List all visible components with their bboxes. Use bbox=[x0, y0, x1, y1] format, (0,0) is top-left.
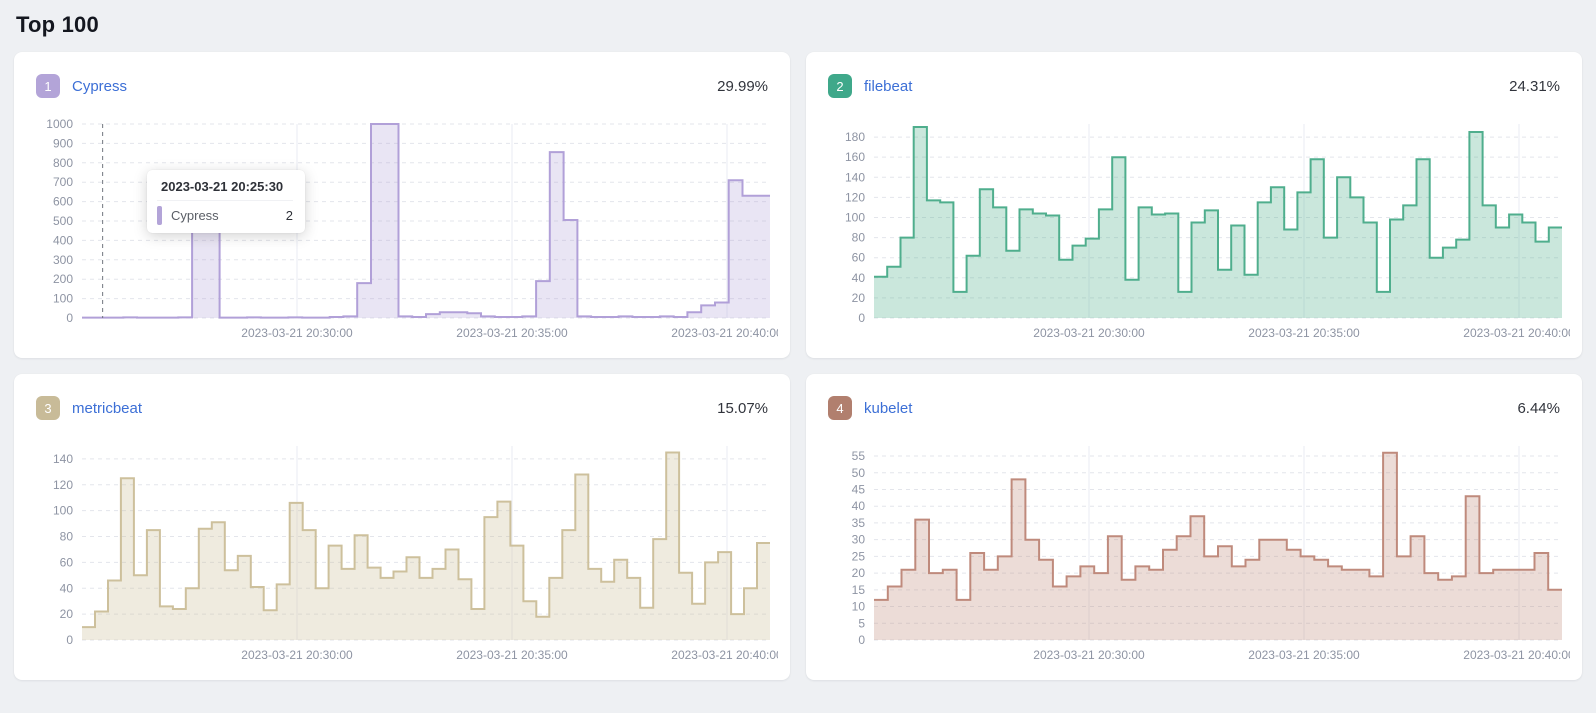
percent-value: 6.44% bbox=[1517, 399, 1560, 417]
svg-text:2023-03-21 20:40:00: 2023-03-21 20:40:00 bbox=[1463, 648, 1570, 662]
tooltip-series-value: 2 bbox=[285, 208, 293, 223]
percent-value: 15.07% bbox=[717, 399, 768, 417]
svg-text:5: 5 bbox=[858, 616, 865, 630]
svg-text:800: 800 bbox=[53, 156, 73, 170]
svg-text:20: 20 bbox=[60, 607, 74, 621]
svg-text:10: 10 bbox=[852, 600, 866, 614]
percent-value: 29.99% bbox=[717, 77, 768, 95]
card-header: 3 metricbeat 15.07% bbox=[26, 386, 778, 420]
svg-text:140: 140 bbox=[845, 170, 865, 184]
chart-tooltip: 2023-03-21 20:25:30 Cypress 2 bbox=[147, 170, 305, 233]
svg-text:60: 60 bbox=[60, 555, 74, 569]
rank-badge: 3 bbox=[36, 396, 60, 420]
svg-text:30: 30 bbox=[852, 533, 866, 547]
series-link-filebeat[interactable]: filebeat bbox=[864, 77, 913, 95]
svg-text:2023-03-21 20:35:00: 2023-03-21 20:35:00 bbox=[456, 326, 568, 340]
svg-text:2023-03-21 20:40:00: 2023-03-21 20:40:00 bbox=[671, 648, 778, 662]
rank-badge: 2 bbox=[828, 74, 852, 98]
svg-text:15: 15 bbox=[852, 583, 866, 597]
series-link-kubelet[interactable]: kubelet bbox=[864, 399, 913, 417]
step-area-chart-filebeat[interactable]: 0 20 40 60 80 100 120 140 160 180 2023-03-21 20:30… bbox=[818, 114, 1570, 346]
svg-text:50: 50 bbox=[852, 466, 866, 480]
svg-text:2023-03-21 20:35:00: 2023-03-21 20:35:00 bbox=[1248, 648, 1360, 662]
step-area-chart-metricbeat[interactable]: 0 20 40 60 80 100 120 140 2023-03-21 20:30:00 202… bbox=[26, 436, 778, 668]
series-marker-icon bbox=[157, 206, 162, 225]
svg-text:100: 100 bbox=[53, 504, 73, 518]
card-cypress: 1 Cypress 29.99% 0 100 200 300 400 500 600 700 8… bbox=[14, 52, 790, 358]
svg-text:60: 60 bbox=[852, 251, 866, 265]
svg-text:0: 0 bbox=[66, 311, 73, 325]
series-link-cypress[interactable]: Cypress bbox=[72, 77, 128, 95]
percent-value: 24.31% bbox=[1509, 77, 1560, 95]
rank-badge: 1 bbox=[36, 74, 60, 98]
tooltip-timestamp: 2023-03-21 20:25:30 bbox=[161, 179, 284, 194]
svg-text:180: 180 bbox=[845, 130, 865, 144]
svg-text:140: 140 bbox=[53, 452, 73, 466]
svg-text:0: 0 bbox=[858, 633, 865, 647]
svg-text:40: 40 bbox=[852, 499, 866, 513]
svg-text:900: 900 bbox=[53, 136, 73, 150]
svg-text:80: 80 bbox=[60, 530, 74, 544]
svg-text:1000: 1000 bbox=[46, 117, 73, 131]
step-area-chart-kubelet[interactable]: 0 5 10 15 20 25 30 35 40 45 50 55 2023-03-21 20:30:0… bbox=[818, 436, 1570, 668]
series-link-metricbeat[interactable]: metricbeat bbox=[72, 399, 143, 417]
svg-text:400: 400 bbox=[53, 233, 73, 247]
svg-text:2023-03-21 20:30:00: 2023-03-21 20:30:00 bbox=[1033, 648, 1145, 662]
svg-text:20: 20 bbox=[852, 291, 866, 305]
top-cards-grid: 1 Cypress 29.99% 0 100 200 300 400 500 600 700 8… bbox=[14, 52, 1582, 680]
card-filebeat: 2 filebeat 24.31% 0 20 40 60 80 100 120 140 160 1… bbox=[806, 52, 1582, 358]
svg-text:700: 700 bbox=[53, 175, 73, 189]
svg-text:2023-03-21 20:30:00: 2023-03-21 20:30:00 bbox=[241, 648, 353, 662]
svg-text:100: 100 bbox=[53, 292, 73, 306]
card-header: 4 kubelet 6.44% bbox=[818, 386, 1570, 420]
svg-text:120: 120 bbox=[845, 190, 865, 204]
svg-text:2023-03-21 20:30:00: 2023-03-21 20:30:00 bbox=[1033, 326, 1145, 340]
svg-text:80: 80 bbox=[852, 231, 866, 245]
svg-text:200: 200 bbox=[53, 272, 73, 286]
svg-text:120: 120 bbox=[53, 478, 73, 492]
svg-text:2023-03-21 20:35:00: 2023-03-21 20:35:00 bbox=[456, 648, 568, 662]
svg-text:55: 55 bbox=[852, 449, 866, 463]
svg-text:0: 0 bbox=[66, 633, 73, 647]
card-metricbeat: 3 metricbeat 15.07% 0 20 40 60 80 100 120 140 20… bbox=[14, 374, 790, 680]
svg-text:25: 25 bbox=[852, 549, 866, 563]
card-kubelet: 4 kubelet 6.44% 0 5 10 15 20 25 30 35 40 45 50 55 20… bbox=[806, 374, 1582, 680]
svg-text:100: 100 bbox=[845, 210, 865, 224]
tooltip-series-name: Cypress bbox=[171, 208, 219, 223]
svg-text:2023-03-21 20:30:00: 2023-03-21 20:30:00 bbox=[241, 326, 353, 340]
svg-text:40: 40 bbox=[60, 581, 74, 595]
svg-text:160: 160 bbox=[845, 150, 865, 164]
svg-text:2023-03-21 20:40:00: 2023-03-21 20:40:00 bbox=[1463, 326, 1570, 340]
svg-text:0: 0 bbox=[858, 311, 865, 325]
card-header: 2 filebeat 24.31% bbox=[818, 64, 1570, 98]
svg-text:20: 20 bbox=[852, 566, 866, 580]
rank-badge: 4 bbox=[828, 396, 852, 420]
svg-text:35: 35 bbox=[852, 516, 866, 530]
svg-text:40: 40 bbox=[852, 271, 866, 285]
step-area-chart-cypress[interactable]: 0 100 200 300 400 500 600 700 800 900 1000 2023-03-… bbox=[26, 114, 778, 346]
tooltip-row: Cypress 2 bbox=[157, 200, 293, 225]
svg-text:300: 300 bbox=[53, 253, 73, 267]
dashboard-page: Top 100 1 Cypress 29.99% 0 100 200 300 400 50… bbox=[14, 12, 1582, 680]
card-header: 1 Cypress 29.99% bbox=[26, 64, 778, 98]
svg-text:500: 500 bbox=[53, 214, 73, 228]
svg-text:2023-03-21 20:40:00: 2023-03-21 20:40:00 bbox=[671, 326, 778, 340]
svg-text:600: 600 bbox=[53, 195, 73, 209]
svg-text:45: 45 bbox=[852, 482, 866, 496]
page-title: Top 100 bbox=[16, 12, 99, 37]
svg-text:2023-03-21 20:35:00: 2023-03-21 20:35:00 bbox=[1248, 326, 1360, 340]
